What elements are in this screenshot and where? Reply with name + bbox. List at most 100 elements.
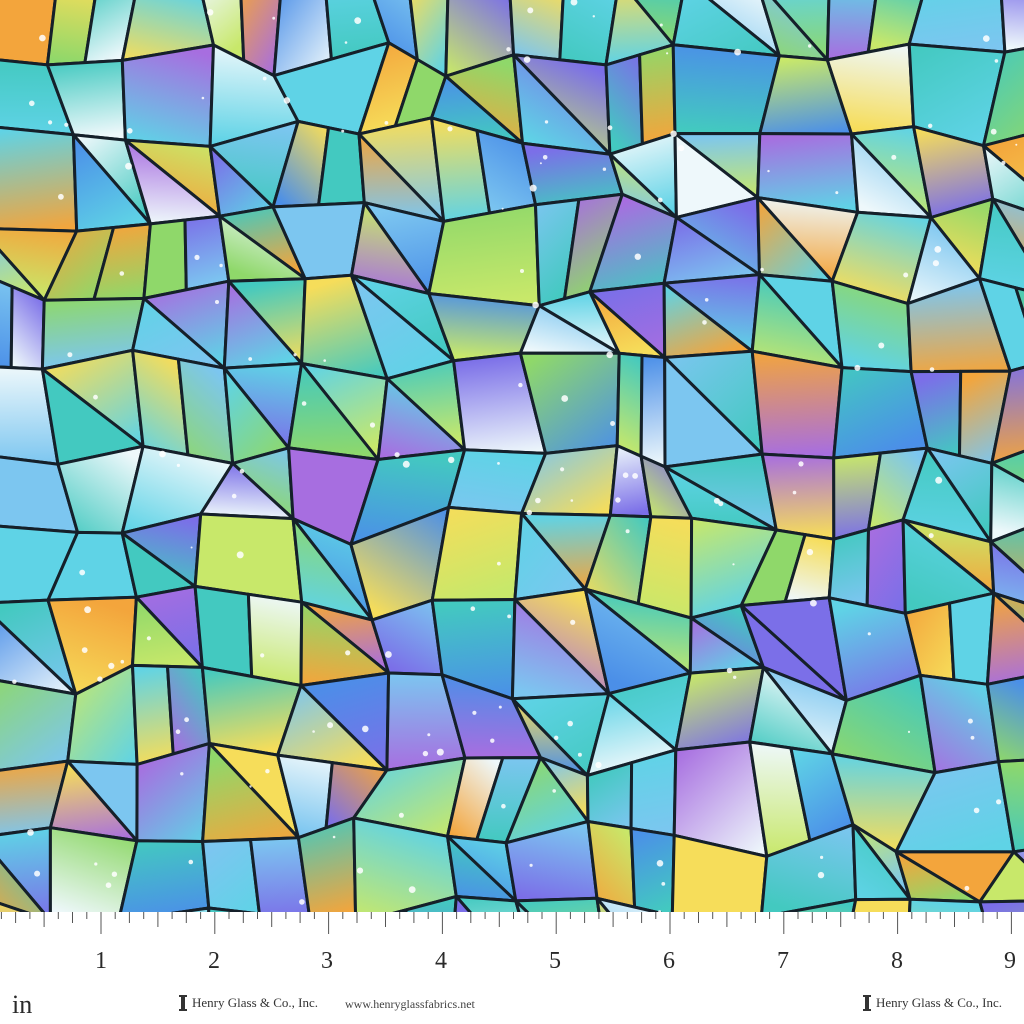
brand-right-text: Henry Glass & Co., Inc. [876,995,1003,1010]
stained-glass-pattern [0,0,1024,912]
glass-tile [978,277,1024,373]
glass-tile [193,584,254,678]
speckle [535,497,541,504]
speckle [248,357,253,361]
glass-tile [508,0,565,62]
speckle [34,870,41,877]
glass-tile [120,43,215,148]
ruler-unit-label: in [12,990,33,1019]
speckle [265,769,270,774]
glass-tile [985,591,1024,686]
speckle [215,300,219,304]
speckle [964,885,970,891]
speckle [436,748,444,756]
ruler-number-2: 2 [208,948,220,974]
glass-tile [142,218,188,300]
speckle [111,871,118,877]
speckle [219,263,223,268]
glass-tile [201,838,261,912]
speckle [119,271,125,276]
speckle [622,472,629,479]
glass-tile [780,898,858,912]
speckle [817,871,825,879]
glass-tile [639,353,667,469]
speckle [990,128,997,135]
speckle [180,772,184,776]
glass-tile [1000,0,1024,54]
speckle [506,47,511,52]
spool-logo-icon [863,995,871,1011]
speckle [159,450,166,458]
speckle [67,352,73,358]
speckle [64,122,69,127]
speckle [507,614,511,619]
speckle [678,145,685,152]
website-url: www.henryglassfabrics.net [345,997,475,1011]
speckle [408,886,416,893]
speckle [497,561,501,566]
speckle [760,267,764,272]
ruler-number-8: 8 [891,948,903,974]
speckle [356,867,364,874]
speckle [501,803,506,809]
speckle [201,96,205,100]
speckle [394,452,400,458]
speckle [539,162,542,165]
glass-tile [989,527,1024,574]
glass-tile [585,761,634,830]
speckle [497,462,500,465]
speckle [332,835,336,839]
ruler-number-5: 5 [549,948,561,974]
glass-tile [427,203,541,308]
speckle [610,421,616,426]
glass-tile [0,901,30,912]
speckle [188,859,194,865]
speckle [260,653,265,658]
glass-tile [978,899,1024,912]
speckle [666,52,669,55]
glass-tile [595,896,611,912]
speckle [175,729,181,734]
speckle [81,647,88,653]
glass-tile [171,906,211,912]
speckle [994,59,999,63]
speckle [249,785,252,788]
speckle [520,269,524,273]
speckle [529,863,533,867]
speckle [658,910,661,912]
speckle [529,184,537,192]
speckle [607,125,613,131]
speckle [704,298,709,302]
glass-tile [629,748,678,837]
speckle [94,862,98,866]
speckle [808,44,812,48]
speckle [402,460,410,468]
speckle [120,659,125,664]
speckle [207,9,214,16]
glass-tile [827,528,870,607]
speckle [236,551,244,559]
speckle [798,461,804,467]
speckle [176,463,180,467]
speckle [810,599,817,607]
speckle [97,676,103,682]
speckle [194,254,200,260]
glass-tile [207,906,257,912]
speckle [184,717,190,723]
speckle [448,456,455,464]
glass-tile [865,518,907,615]
speckle [527,7,534,14]
glass-tile [0,679,78,772]
glass-tile [454,895,521,912]
glass-tile [48,826,139,912]
speckle [48,120,53,125]
glass-tile [595,896,663,912]
speckle [79,569,86,576]
speckle [928,123,933,128]
glass-tile [750,349,844,460]
speckle [544,120,549,124]
speckle [472,710,477,715]
speckle [427,733,431,737]
speckle [560,467,565,472]
speckle [973,807,980,814]
